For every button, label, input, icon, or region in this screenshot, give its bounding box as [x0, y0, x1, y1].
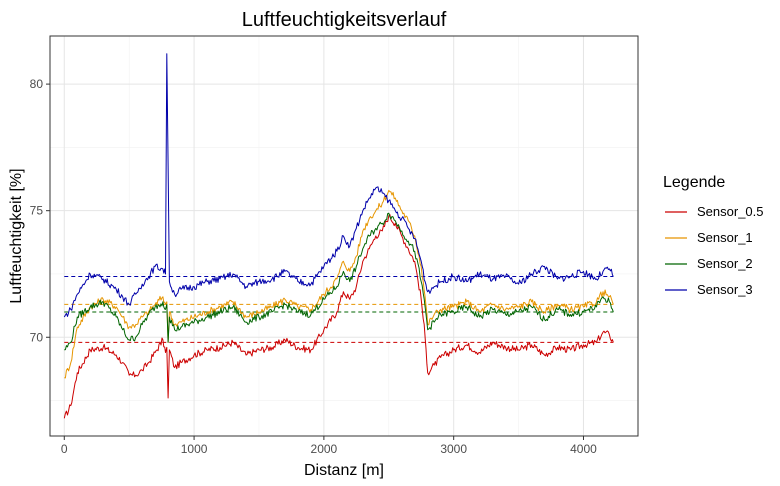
legend-label: Sensor_3 [697, 282, 753, 297]
x-tick-label: 3000 [440, 442, 467, 456]
y-tick-label: 70 [30, 330, 44, 344]
legend-items: Sensor_0.5 Sensor_1 Sensor_2 Sensor_3 [665, 204, 764, 297]
x-tick-label: 1000 [181, 442, 208, 456]
x-tick-label: 2000 [311, 442, 338, 456]
axis-ticks: 0 1000 2000 3000 4000 70 75 80 [30, 77, 598, 456]
grid-layer [50, 36, 638, 436]
series-line-sensor-2 [64, 212, 614, 351]
series-line-sensor-1 [64, 189, 614, 379]
plot-panel [50, 36, 638, 436]
x-tick-label: 4000 [570, 442, 597, 456]
x-axis-label: Distanz [m] [304, 462, 384, 479]
y-axis-label: Luftfeuchtigkeit [%] [8, 168, 25, 303]
plot-border [49, 35, 639, 437]
x-tick-label: 0 [61, 442, 68, 456]
legend-label: Sensor_2 [697, 256, 753, 271]
legend: Legende Sensor_0.5Sensor_1Sensor_2Sensor… [663, 174, 764, 297]
series-line-sensor-0-5 [63, 214, 614, 419]
legend-label: Sensor_0.5 [697, 204, 764, 219]
y-tick-label: 80 [30, 77, 44, 91]
y-tick-label: 75 [30, 204, 44, 218]
legend-title: Legende [663, 174, 725, 191]
chart-title: Luftfeuchtigkeitsverlauf [242, 9, 447, 31]
legend-label: Sensor_1 [697, 230, 753, 245]
series-lines [63, 53, 614, 419]
series-line-sensor-3 [63, 53, 614, 318]
